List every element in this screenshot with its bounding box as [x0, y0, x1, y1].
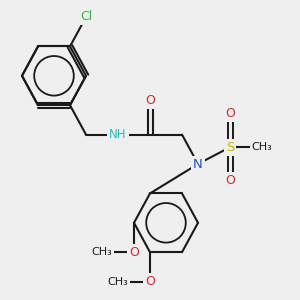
Text: Cl: Cl [80, 11, 92, 23]
Text: O: O [129, 246, 139, 259]
Text: O: O [145, 275, 155, 288]
Text: CH₃: CH₃ [252, 142, 272, 152]
Text: CH₃: CH₃ [92, 247, 112, 257]
Text: CH₃: CH₃ [108, 277, 128, 286]
Text: S: S [226, 141, 234, 154]
Text: N: N [193, 158, 203, 170]
Text: NH: NH [109, 128, 127, 141]
Text: O: O [145, 94, 155, 107]
Text: O: O [225, 174, 235, 187]
Text: O: O [225, 107, 235, 120]
